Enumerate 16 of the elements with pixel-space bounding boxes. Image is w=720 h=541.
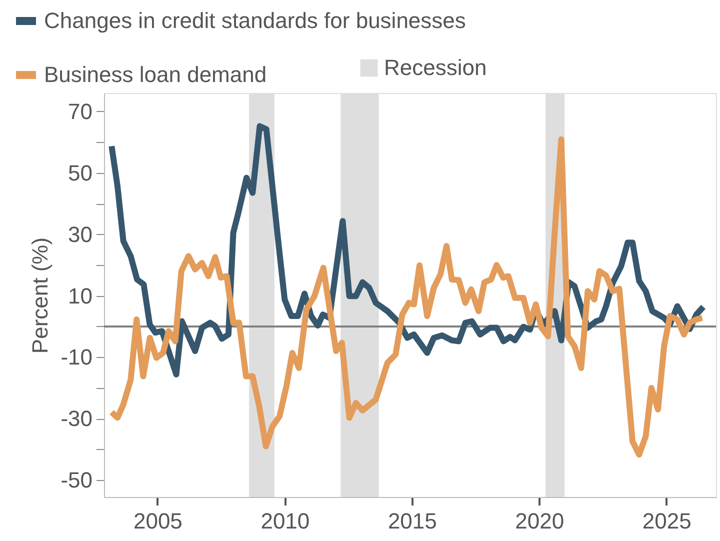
x-tick-label: 2005	[133, 508, 182, 534]
legend-label: Changes in credit standards for businesses	[44, 8, 466, 33]
legend-label: Business loan demand	[44, 62, 267, 87]
x-tick-label: 2015	[388, 508, 437, 534]
y-tick-label: -30	[60, 406, 92, 432]
y-axis-title: Percent (%)	[28, 237, 53, 354]
y-tick-label: 30	[68, 222, 92, 247]
y-tick-label: -10	[60, 344, 92, 370]
x-tick-label: 2025	[642, 508, 692, 534]
legend-label: Recession	[384, 55, 487, 80]
y-tick-label: -50	[60, 468, 92, 493]
x-tick-label: 2020	[515, 508, 564, 534]
y-tick-label: 70	[68, 98, 92, 124]
y-tick-label: 50	[68, 160, 92, 186]
x-tick-label: 2010	[260, 508, 310, 534]
y-tick-label: 10	[68, 283, 92, 308]
